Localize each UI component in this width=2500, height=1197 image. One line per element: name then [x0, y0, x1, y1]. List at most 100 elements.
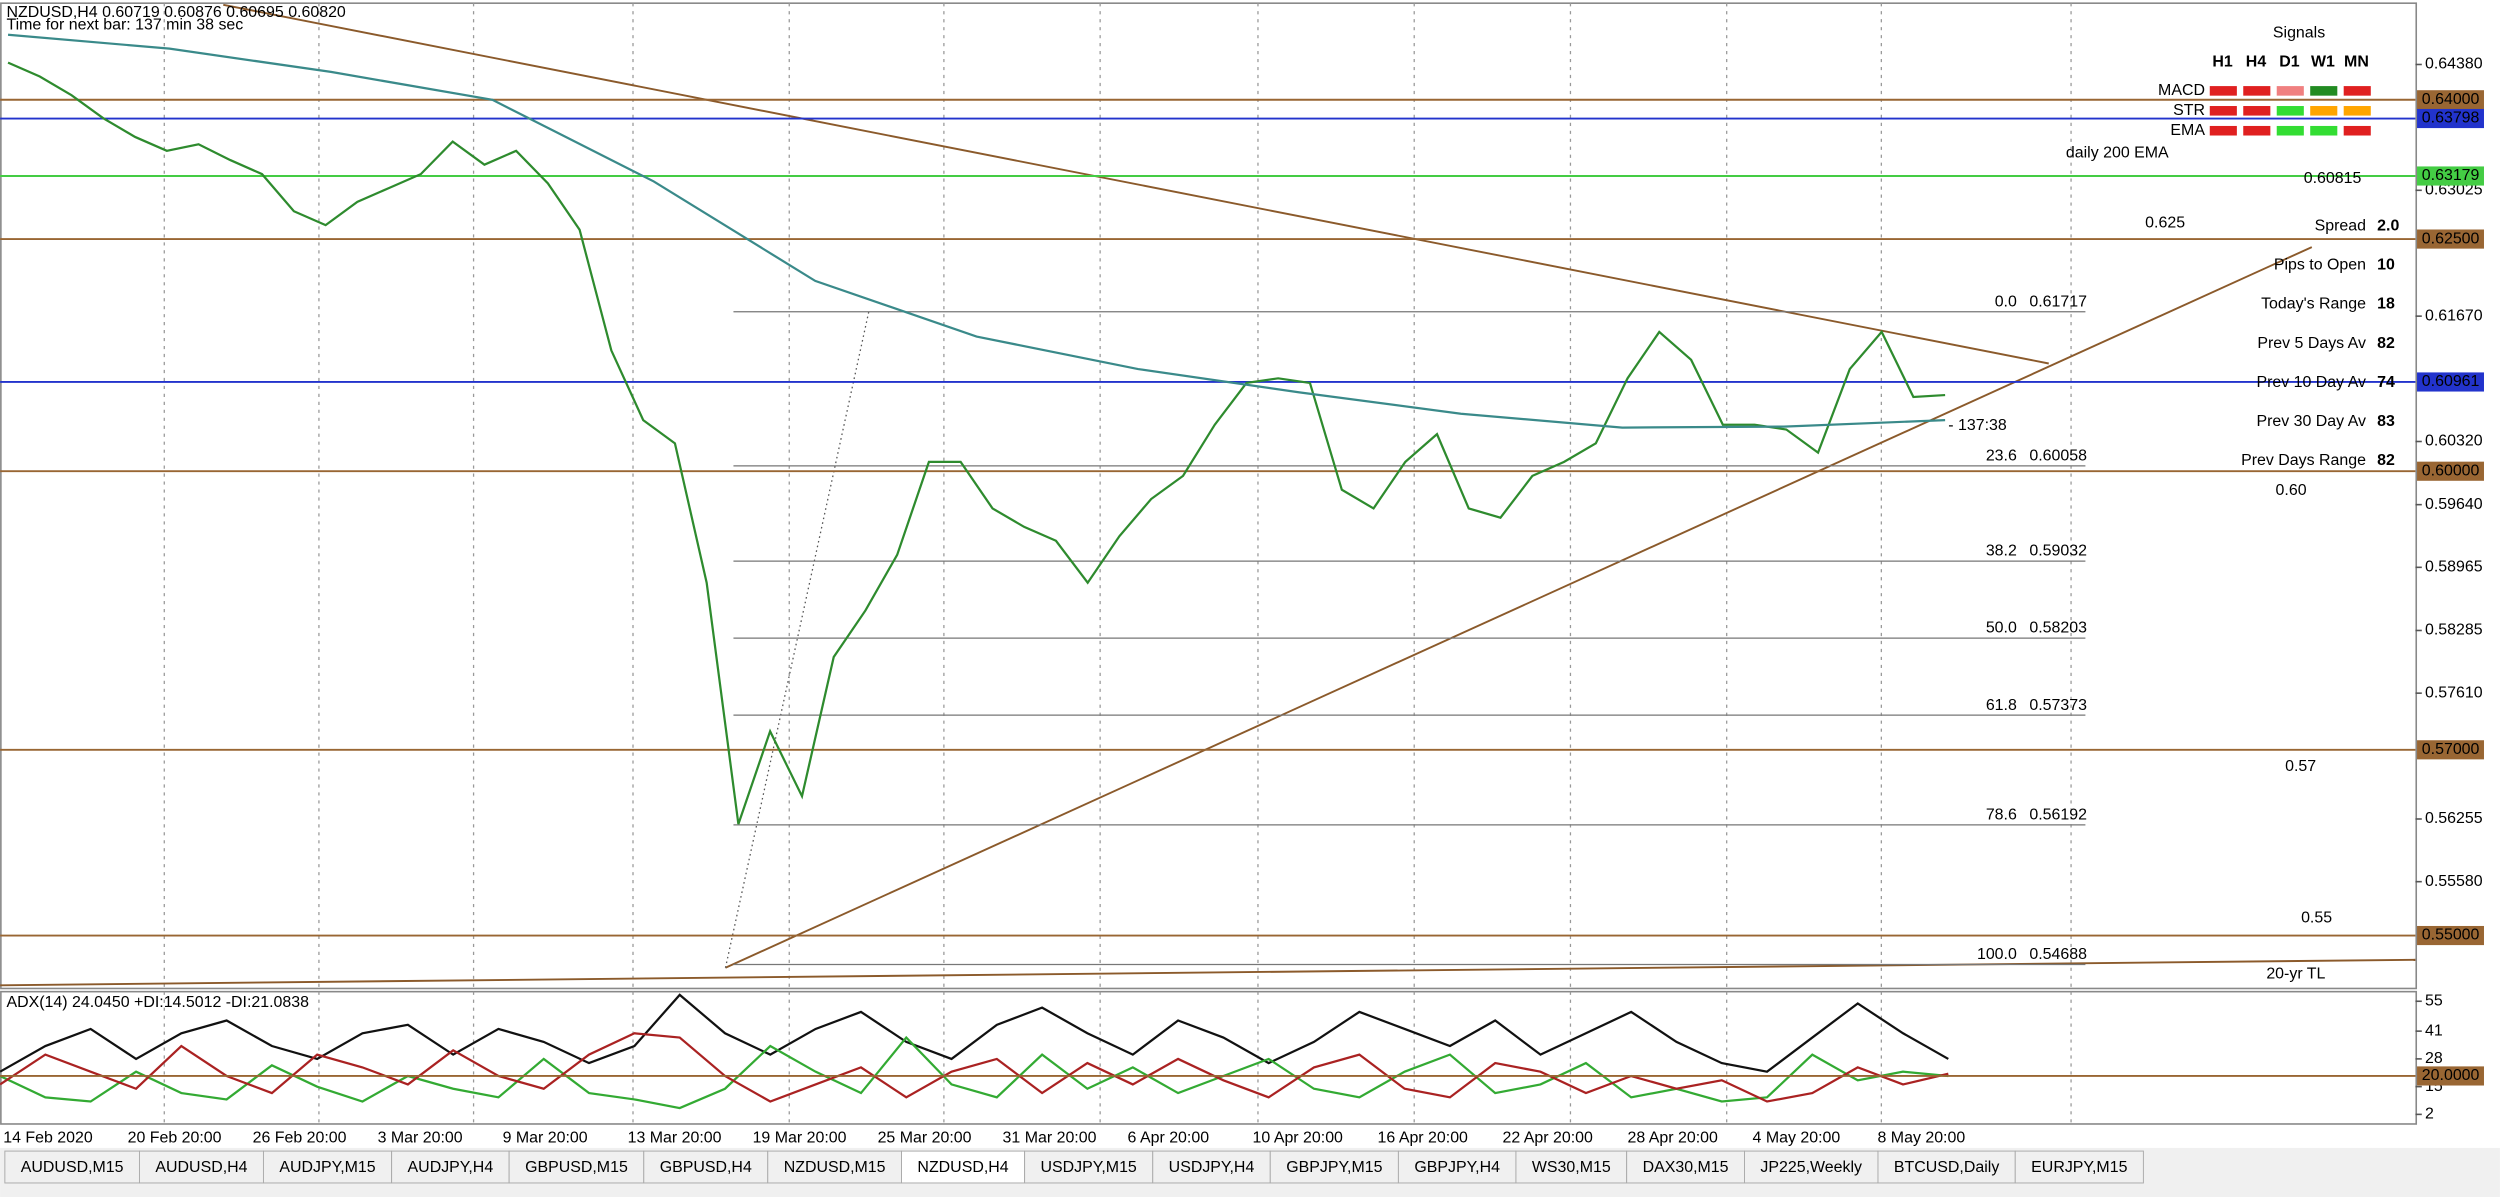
level-label: 0.62500 — [2422, 230, 2480, 247]
fib-level: 23.6 — [1986, 447, 2017, 464]
signal-row-label: STR — [2173, 102, 2205, 119]
stat-label: Prev 5 Days Av — [2257, 335, 2366, 352]
adx-tick-label: 55 — [2425, 992, 2443, 1009]
tab-bg — [2014, 1150, 2144, 1184]
x-tick-label: 22 Apr 20:00 — [1503, 1130, 1594, 1147]
fib-level: 100.0 — [1977, 946, 2017, 963]
tab-label[interactable]: NZDUSD,H4 — [917, 1159, 1008, 1176]
tab-bg — [138, 1150, 264, 1184]
symbol-info: NZDUSD,H4 0.60719 0.60876 0.60695 0.6082… — [6, 4, 345, 21]
tab[interactable]: GBPJPY,M15 — [1269, 1150, 1399, 1184]
level-label: 0.57000 — [2422, 741, 2480, 758]
annotation: 0.60815 — [2304, 170, 2362, 187]
signal-cell — [2243, 86, 2271, 96]
y-tick-label: 0.56255 — [2425, 810, 2483, 827]
stat-label: Pips to Open — [2274, 257, 2366, 274]
y-tick-label: 0.64380 — [2425, 56, 2483, 73]
signal-column: W1 — [2311, 53, 2335, 70]
tab[interactable]: EURJPY,M15 — [2014, 1150, 2144, 1184]
signal-cell — [2243, 125, 2271, 136]
tab-label[interactable]: NZDUSD,M15 — [784, 1159, 886, 1176]
tab-label[interactable]: USDJPY,H4 — [1169, 1159, 1255, 1176]
level-label: 0.63798 — [2422, 110, 2480, 127]
y-tick-label: 0.61670 — [2425, 307, 2483, 324]
x-tick-label: 31 Mar 20:00 — [1003, 1130, 1097, 1147]
stat-value: 83 — [2377, 413, 2395, 430]
adx-title: ADX(14) 24.0450 +DI:14.5012 -DI:21.0838 — [6, 994, 309, 1011]
level-label: 0.63179 — [2422, 167, 2480, 184]
tab-bg — [767, 1150, 902, 1184]
x-tick-label: 26 Feb 20:00 — [253, 1130, 347, 1147]
tab[interactable]: AUDJPY,M15 — [262, 1150, 393, 1184]
tab-label[interactable]: WS30,M15 — [1532, 1159, 1611, 1176]
tab-bg — [901, 1150, 1026, 1184]
fib-price: 0.57373 — [2029, 697, 2087, 714]
tab-label[interactable]: AUDUSD,M15 — [21, 1159, 124, 1176]
tab[interactable]: JP225,Weekly — [1744, 1150, 1879, 1184]
tab[interactable]: NZDUSD,M15 — [767, 1150, 902, 1184]
y-tick-label: 0.63025 — [2425, 182, 2483, 199]
fib-level: 78.6 — [1986, 806, 2017, 823]
adx-pane — [0, 990, 2418, 1125]
fib-level: 61.8 — [1986, 697, 2017, 714]
tab[interactable]: AUDJPY,H4 — [391, 1150, 510, 1184]
annotation: 0.60 — [2276, 482, 2307, 499]
tab-label[interactable]: GBPJPY,M15 — [1286, 1159, 1382, 1176]
signal-column: H4 — [2246, 53, 2267, 70]
x-tick-label: 10 Apr 20:00 — [1253, 1130, 1344, 1147]
series-line — [7, 61, 1946, 825]
y-tick-label: 0.57610 — [2425, 684, 2483, 701]
fib-price: 0.59032 — [2029, 543, 2087, 560]
stat-value: 74 — [2377, 374, 2395, 391]
tab-label[interactable]: USDJPY,M15 — [1041, 1159, 1137, 1176]
fib-price: 0.58203 — [2029, 620, 2087, 637]
signal-column: H1 — [2212, 53, 2233, 70]
level-box — [2417, 740, 2484, 760]
tab[interactable]: DAX30,M15 — [1626, 1150, 1745, 1184]
adx-tick-label: 2 — [2425, 1106, 2434, 1123]
tab[interactable]: WS30,M15 — [1515, 1150, 1628, 1184]
tab-label[interactable]: EURJPY,M15 — [2031, 1159, 2127, 1176]
tab-label[interactable]: AUDJPY,M15 — [279, 1159, 375, 1176]
stat-label: Prev Days Range — [2241, 452, 2366, 469]
tab[interactable]: BTCUSD,Daily — [1877, 1150, 2016, 1184]
tab-label[interactable]: BTCUSD,Daily — [1894, 1159, 1999, 1176]
adx-level-label: 20.0000 — [2422, 1067, 2480, 1084]
adx-tick-label: 41 — [2425, 1022, 2443, 1039]
signals-title: Signals — [2273, 25, 2325, 42]
signal-column: MN — [2344, 53, 2369, 70]
tab[interactable]: GBPUSD,M15 — [508, 1150, 645, 1184]
x-tick-label: 28 Apr 20:00 — [1628, 1130, 1719, 1147]
signal-column: D1 — [2279, 53, 2300, 70]
tab-label[interactable]: GBPUSD,M15 — [525, 1159, 628, 1176]
tab[interactable]: GBPUSD,H4 — [643, 1150, 769, 1184]
level-label: 0.64000 — [2422, 91, 2480, 108]
stat-value: 82 — [2377, 452, 2395, 469]
tab[interactable]: AUDUSD,M15 — [4, 1150, 140, 1184]
tab[interactable]: USDJPY,H4 — [1152, 1150, 1271, 1184]
tab-label[interactable]: DAX30,M15 — [1643, 1159, 1729, 1176]
signal-cell — [2310, 86, 2338, 96]
tab[interactable]: USDJPY,M15 — [1024, 1150, 1154, 1184]
fib-level: 0.0 — [1995, 293, 2017, 310]
price-layer — [0, 33, 2416, 966]
tab-label[interactable]: GBPUSD,H4 — [660, 1159, 752, 1176]
tab-label[interactable]: AUDUSD,H4 — [155, 1159, 247, 1176]
bar-timer: Time for next bar: 137 min 38 sec — [6, 17, 243, 34]
tab-label[interactable]: GBPJPY,H4 — [1414, 1159, 1500, 1176]
level-label: 0.55000 — [2422, 927, 2480, 944]
level-box — [2417, 166, 2484, 186]
level-label: 0.60000 — [2422, 462, 2480, 479]
fib-price: 0.56192 — [2029, 806, 2087, 823]
trend-lines — [0, 3, 2416, 987]
tab-label[interactable]: AUDJPY,H4 — [408, 1159, 494, 1176]
tab-label[interactable]: JP225,Weekly — [1760, 1159, 1862, 1176]
signal-cell — [2343, 86, 2371, 96]
y-tick-label: 0.55580 — [2425, 873, 2483, 890]
tab[interactable]: NZDUSD,H4 — [901, 1150, 1026, 1184]
tab[interactable]: GBPJPY,H4 — [1397, 1150, 1517, 1184]
tab-bg — [1152, 1150, 1271, 1184]
tab[interactable]: AUDUSD,H4 — [138, 1150, 264, 1184]
tab-bg — [4, 1150, 140, 1184]
